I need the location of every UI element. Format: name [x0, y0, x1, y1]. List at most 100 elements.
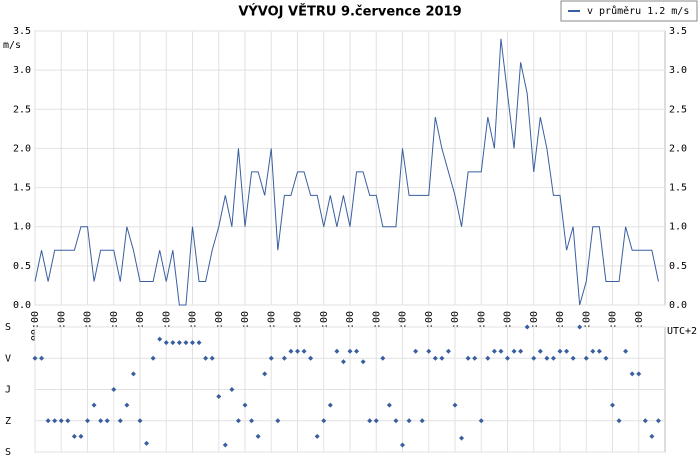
direction-dot — [39, 355, 45, 361]
x-tick-label: 01:00 — [56, 311, 67, 341]
direction-dot — [235, 418, 241, 424]
x-tick-label: 13:00 — [371, 311, 382, 341]
direction-dot — [176, 340, 182, 346]
y-tick-label-right: 0.5 — [669, 261, 687, 272]
direction-dot — [544, 355, 550, 361]
direction-dot — [406, 418, 412, 424]
direction-dot — [485, 355, 491, 361]
direction-dot — [491, 348, 497, 354]
y-tick-label: 0.0 — [13, 300, 31, 311]
direction-dot — [268, 355, 274, 361]
direction-dot — [85, 418, 90, 424]
direction-dot — [360, 359, 366, 365]
y-tick-label-right: 2.0 — [669, 143, 687, 154]
y-tick-label-right: 0.0 — [669, 300, 687, 311]
direction-dot — [472, 355, 478, 361]
direction-dot — [242, 402, 248, 408]
x-tick-label: 09:00 — [266, 311, 277, 341]
x-tick-label: 16:00 — [450, 311, 461, 341]
direction-dot — [150, 355, 156, 361]
x-tick-label: 04:00 — [135, 311, 146, 341]
direction-dot — [32, 355, 38, 361]
y-tick-label: 3.0 — [13, 65, 31, 76]
x-tick-label: 02:00 — [83, 311, 94, 341]
direction-dot — [288, 348, 294, 354]
y-tick-label-right: 1.5 — [669, 183, 687, 194]
y-tick-label: 2.5 — [13, 104, 31, 115]
y-tick-label: V — [5, 353, 11, 364]
direction-dot — [196, 340, 202, 346]
x-tick-label: 06:00 — [188, 311, 199, 341]
x-tick-label: 20:00 — [555, 311, 566, 341]
direction-dot — [354, 348, 360, 354]
direction-dot — [616, 418, 622, 424]
y-tick-label-right: 3.0 — [669, 65, 687, 76]
direction-dot — [380, 355, 386, 361]
direction-dot — [393, 418, 399, 424]
direction-dot — [334, 348, 340, 354]
direction-dot — [426, 348, 432, 354]
x-tick-label: 05:00 — [161, 311, 172, 341]
speed-line — [34, 38, 659, 306]
direction-dot — [157, 336, 163, 342]
direction-dot — [550, 355, 556, 361]
direction-dot — [262, 371, 268, 377]
direction-dot — [564, 348, 570, 354]
direction-dot — [629, 371, 635, 377]
direction-dot — [400, 442, 405, 448]
x-tick-label: 15:00 — [424, 311, 435, 341]
direction-dot — [452, 402, 458, 408]
direction-dot — [314, 433, 320, 439]
direction-dot — [445, 348, 451, 354]
direction-dot — [419, 418, 425, 424]
x-tick-label: 19:00 — [529, 311, 540, 341]
direction-dot — [163, 340, 169, 346]
direction-dot — [590, 348, 596, 354]
legend-box — [560, 0, 698, 22]
direction-dot — [249, 418, 255, 424]
direction-dot — [308, 355, 314, 361]
direction-dot — [203, 355, 209, 361]
direction-dot — [255, 433, 261, 439]
direction-dot — [373, 418, 379, 424]
y-tick-label-right: 2.5 — [669, 104, 687, 115]
direction-dot — [636, 371, 642, 377]
y-tick-label: S — [5, 447, 11, 458]
direction-dot — [642, 418, 648, 424]
x-tick-label: 08:00 — [240, 311, 251, 341]
direction-dot — [130, 371, 136, 377]
y-tick-label: 0.5 — [13, 261, 31, 272]
direction-dot — [649, 433, 655, 439]
x-tick-label: 18:00 — [503, 311, 514, 341]
direction-dot — [439, 355, 445, 361]
direction-dot — [478, 418, 484, 424]
direction-dot — [117, 418, 123, 424]
direction-dot — [498, 348, 504, 354]
direction-dot — [596, 348, 602, 354]
direction-dot — [531, 355, 537, 361]
y-tick-label: J — [5, 385, 11, 396]
direction-dot — [52, 418, 58, 424]
direction-dot — [216, 393, 222, 399]
x-tick-label: 12:00 — [345, 311, 356, 341]
direction-dot — [301, 348, 307, 354]
direction-dot — [347, 348, 353, 354]
x-tick-label: 14:00 — [398, 311, 409, 341]
y-tick-label: 1.0 — [13, 222, 31, 233]
timezone-label: UTC+2 — [667, 326, 697, 337]
x-tick-label: 22:00 — [608, 311, 619, 341]
direction-dot — [111, 387, 117, 392]
direction-dot — [321, 418, 327, 424]
y-tick-label: 2.0 — [13, 143, 31, 154]
direction-dot — [537, 348, 543, 354]
legend-label: v průměru 1.2 m/s — [587, 5, 689, 17]
direction-dot — [137, 418, 143, 424]
direction-dot — [603, 355, 609, 361]
direction-dot — [432, 355, 438, 361]
x-tick-label: 07:00 — [214, 311, 225, 341]
x-tick-label: 23:00 — [634, 311, 645, 341]
x-tick-label: 00:00 — [30, 311, 41, 341]
y-tick-label: 3.5 — [13, 26, 31, 37]
x-tick-label: 03:00 — [109, 311, 120, 341]
